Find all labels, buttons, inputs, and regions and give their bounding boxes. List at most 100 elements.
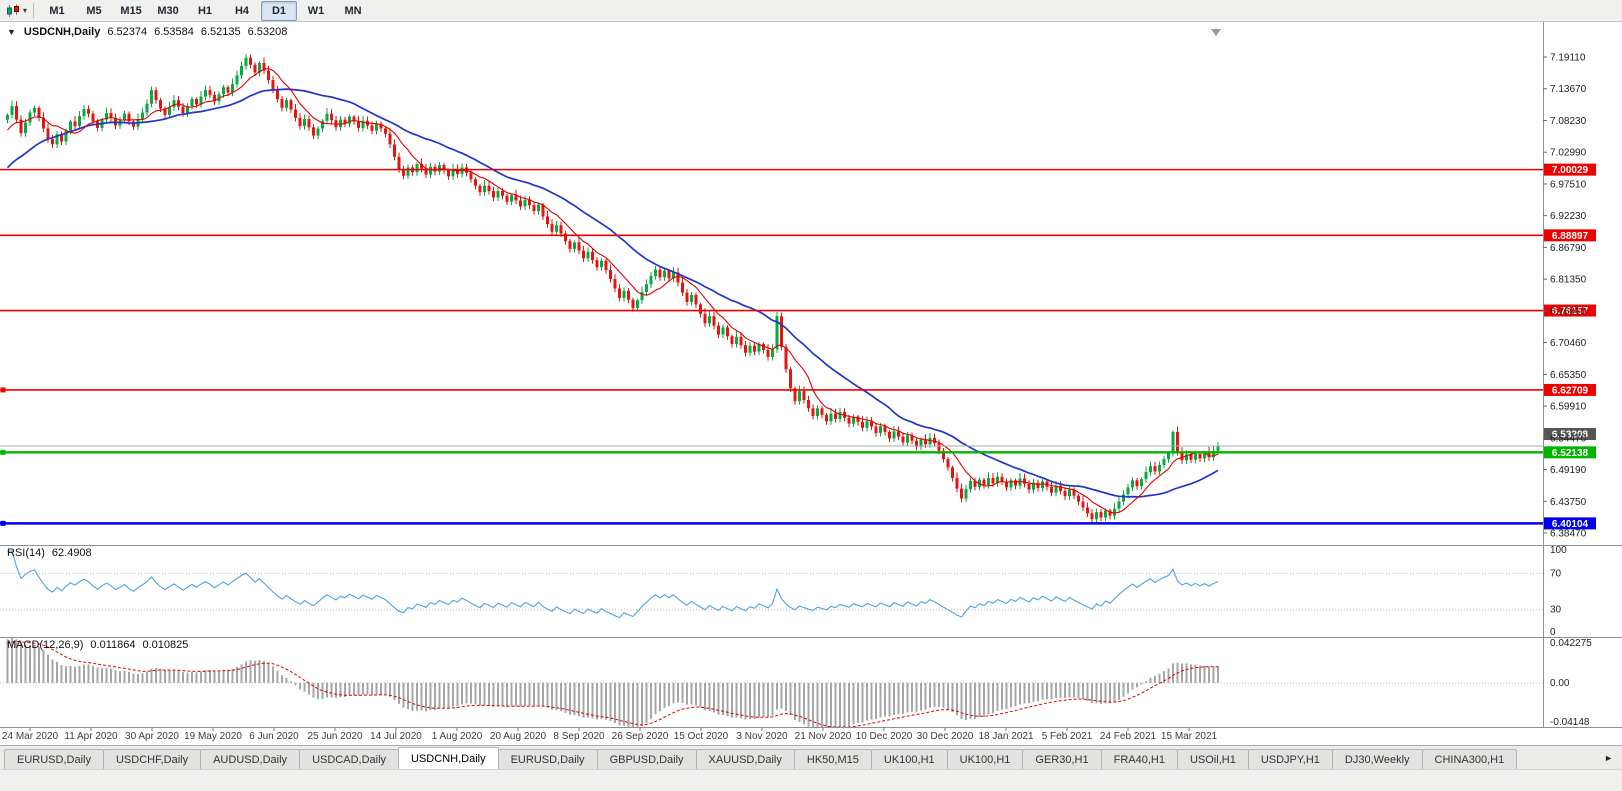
price-scale-label: 6.97510 [1550,179,1587,190]
timeframe-button-h4[interactable]: H4 [234,4,250,17]
price-level-7.00029-tag [1544,163,1596,176]
ohlc-high: 6.53584 [154,26,194,38]
date-label: 5 Feb 2021 [1042,731,1093,742]
date-label: 1 Aug 2020 [432,731,483,742]
price-level-6.76157-tag-text: 6.76157 [1552,306,1589,317]
price-level-6.62709-tag-text: 6.62709 [1552,385,1589,396]
timeframe-button-d1[interactable]: D1 [261,0,298,21]
macd-scale-label: 0.00 [1550,678,1570,689]
rsi-indicator-value: 62.4908 [51,547,92,559]
chart-tab-fra40-h1[interactable]: FRA40,H1 [1100,749,1178,769]
chart-tab-usdjpy-h1[interactable]: USDJPY,H1 [1247,749,1333,769]
macd-histogram [6,638,1219,727]
bottom-strip [0,769,1622,791]
price-scale-label: 7.08230 [1550,116,1587,127]
price-scale-label: 6.92230 [1550,211,1587,222]
timeframe-button-m30[interactable]: M30 [157,4,179,17]
chart-shift-triangle[interactable] [1211,29,1221,36]
date-label: 21 Nov 2020 [795,731,852,742]
chart-tab-xauusd-daily[interactable]: XAUUSD,Daily [695,749,795,769]
macd-scale-label: -0.04148 [1550,717,1590,728]
ohlc-close: 6.53208 [247,26,288,38]
date-label: 18 Jan 2021 [978,731,1033,742]
line-handle-6.40104[interactable] [0,520,6,526]
chart-tab-usdchf-daily[interactable]: USDCHF,Daily [102,749,202,769]
price-scale-label: 6.86790 [1550,243,1587,254]
timeframe-button-mn[interactable]: MN [344,4,362,17]
price-scale[interactable]: 7.19110 7.13670 7.08230 7.02990 6.97510 6.922… [1543,53,1587,540]
timeframe-button-w1[interactable]: W1 [307,4,325,17]
rsi-indicator-name: RSI(14) [7,547,45,559]
chart-tabbar: EURUSD,Daily USDCHF,Daily AUDUSD,Daily USDC… [0,745,1622,769]
price-scale-label: 7.13670 [1550,84,1587,95]
date-label: 10 Dec 2020 [856,731,913,742]
ma-slow-line [6,88,1219,498]
dropdown-caret-icon: ▾ [23,5,28,15]
date-label: 30 Apr 2020 [125,731,179,742]
time-scale[interactable]: 24 Mar 2020 11 Apr 2020 30 Apr 2020 19 May … [2,727,1218,743]
timeframe-button-h1[interactable]: H1 [197,4,213,17]
price-level-6.88897-tag-text: 6.88897 [1552,231,1589,242]
price-level-6.62709-tag [1544,383,1596,396]
price-scale-label: 7.19110 [1550,53,1586,64]
timeframe-button-m15[interactable]: M15 [120,4,142,17]
chart-tab-eurusd-daily[interactable]: EURUSD,Daily [497,749,598,769]
one-click-trading-arrow[interactable]: ▼ [7,27,16,37]
chart-tab-dj30-weekly[interactable]: DJ30,Weekly [1331,749,1423,769]
timeframe-buttons-group: M1 M5 M15 M30 H1 H4 D1 W1 MN [39,0,372,21]
toolbar-separator [33,3,35,18]
price-scale-label: 6.81350 [1550,275,1587,286]
price-scale-label: 6.76010 [1550,306,1587,317]
macd-signal-value: 0.010825 [142,639,189,651]
macd-scale-label: 0.042275 [1550,638,1592,649]
chart-tab-usdcad-daily[interactable]: USDCAD,Daily [299,749,400,769]
chart-type-dropdown[interactable]: ▾ [3,2,30,20]
price-level-6.40104-tag [1544,517,1596,530]
line-handle-6.52138[interactable] [0,449,6,455]
price-scale-label: 6.54470 [1550,433,1587,444]
chart-tab-uk100-h1[interactable]: UK100,H1 [870,749,948,769]
ma-fast-line [7,68,1219,514]
date-label: 8 Sep 2020 [553,731,605,742]
price-scale-label: 7.02990 [1550,148,1587,159]
macd-main-value: 0.011864 [90,639,136,651]
rsi-line [7,550,1219,619]
rsi-pane-label: RSI(14) 62.4908 [7,547,92,559]
price-level-6.40104-tag-text: 6.40104 [1552,519,1589,530]
macd-signal-line [7,640,1219,728]
price-level-6.76157-tag [1544,304,1596,317]
chart-tab-hk50-m15[interactable]: HK50,M15 [793,749,872,769]
date-label: 24 Mar 2020 [2,731,59,742]
price-level-6.52138-tag [1544,446,1596,459]
price-scale-label: 6.49190 [1550,465,1587,476]
rsi-scale-label: 70 [1550,568,1562,579]
chart-canvas[interactable]: 6.53208 7.00029 6.88897 6.76157 6.62709 6.521… [0,22,1622,745]
chart-tab-audusd-daily[interactable]: AUDUSD,Daily [200,749,301,769]
chart-tab-usoil-h1[interactable]: USOil,H1 [1176,749,1249,769]
price-scale-label: 6.59910 [1550,402,1587,413]
timeframe-button-m5[interactable]: M5 [86,4,102,17]
date-label: 15 Mar 2021 [1161,731,1218,742]
chart-tab-uk100-h1[interactable]: UK100,H1 [946,749,1024,769]
candlestick-chart-icon [7,4,19,17]
chart-tab-china300-h1[interactable]: CHINA300,H1 [1421,749,1518,769]
line-handle-6.62709[interactable] [0,387,6,393]
timeframe-toolbar: ▾ M1 M5 M15 M30 H1 H4 D1 W1 MN [0,0,1622,22]
date-label: 19 May 2020 [184,731,242,742]
price-level-6.88897-tag [1544,229,1596,242]
chart-tab-usdcnh-daily[interactable]: USDCNH,Daily [398,747,499,769]
chart-tab-ger30-h1[interactable]: GER30,H1 [1022,749,1102,769]
chart-tab-eurusd-daily[interactable]: EURUSD,Daily [4,749,104,769]
date-label: 24 Feb 2021 [1100,731,1157,742]
date-label: 26 Sep 2020 [612,731,669,742]
price-level-7.00029-tag-text: 7.00029 [1552,165,1589,176]
date-label: 3 Nov 2020 [736,731,788,742]
date-label: 6 Jun 2020 [249,731,299,742]
chart-title: ▼ USDCNH,Daily 6.52374 6.53584 6.52135 6… [7,26,287,38]
macd-pane-label: MACD(12,26,9) 0.011864 0.010825 [7,639,188,651]
timeframe-button-m1[interactable]: M1 [49,4,65,17]
price-scale-label: 6.70460 [1550,338,1587,349]
chart-tab-gbpusd-daily[interactable]: GBPUSD,Daily [596,749,697,769]
tab-scroll-right-button[interactable]: ► [1604,752,1613,763]
